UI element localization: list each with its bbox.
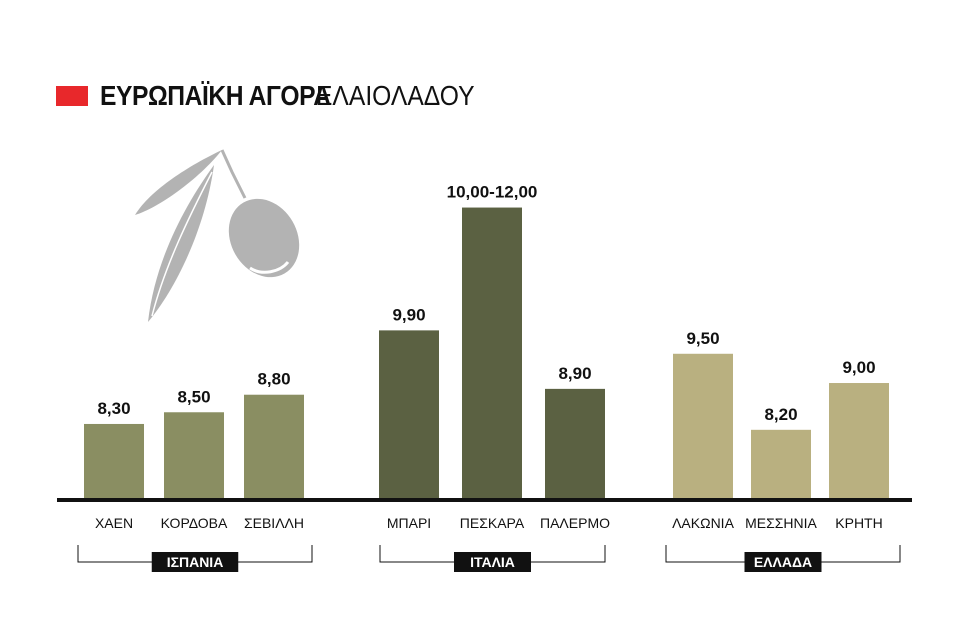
- bar: [545, 388, 605, 500]
- bar: [244, 394, 304, 500]
- olive-fruit-highlight: [249, 260, 290, 274]
- data-label: 8,20: [764, 405, 797, 424]
- title-light: ΕΛΑΙΟΛΑΔΟΥ: [316, 80, 475, 111]
- data-label: 9,00: [842, 358, 875, 377]
- category-label: ΧΑΕΝ: [95, 515, 133, 531]
- data-label: 8,80: [257, 370, 290, 389]
- category-label: ΜΠΑΡΙ: [387, 515, 431, 531]
- title-bold: ΕΥΡΩΠΑΪΚΗ ΑΓΟΡΑ: [100, 80, 331, 111]
- category-label: ΛΑΚΩΝΙΑ: [672, 515, 734, 531]
- category-label: ΚΟΡΔΟΒΑ: [161, 515, 228, 531]
- bar: [673, 353, 733, 500]
- bar: [84, 423, 144, 500]
- category-label: ΜΕΣΣΗΝΙΑ: [745, 515, 817, 531]
- chart-title: ΕΥΡΩΠΑΪΚΗ ΑΓΟΡΑ ΕΛΑΙΟΛΑΔΟΥ: [56, 80, 496, 112]
- olive-fruit: [228, 198, 300, 278]
- bar: [751, 429, 811, 500]
- olive-leaf-vein: [151, 171, 213, 317]
- olive-branch-icon: [135, 149, 300, 322]
- group-badge: [454, 552, 531, 572]
- group-badge: [744, 552, 822, 572]
- bars-layer: 8,30 8,50 8,80 9,90 10,00-12,00 8,90 9,50 8,20 9…: [84, 183, 889, 500]
- bar: [829, 383, 889, 500]
- data-label: 9,50: [686, 329, 719, 348]
- olive-branch-stem: [220, 149, 247, 199]
- group-label: ΙΣΠΑΝΙΑ: [167, 554, 224, 570]
- axis-layer: ΧΑΕΝ ΚΟΡΔΟΒΑ ΣΕΒΙΛΛΗ ΙΣΠΑΝΙΑ ΜΠΑΡΙ ΠΕΣΚΑΡΑ ΠΑΛ…: [57, 498, 912, 572]
- category-label: ΠΑΛΕΡΜΟ: [540, 515, 610, 531]
- category-label: ΣΕΒΙΛΛΗ: [244, 515, 304, 531]
- group-label: ΕΛΛΑΔΑ: [754, 554, 812, 570]
- olive-leaf-lower: [148, 165, 214, 322]
- group-label: ΙΤΑΛΙΑ: [470, 554, 515, 570]
- title-marker: [56, 86, 88, 106]
- bar: [164, 412, 224, 500]
- bar: [462, 207, 522, 500]
- group-badge: [151, 552, 239, 572]
- olive-leaf-upper: [135, 150, 222, 215]
- bar: [379, 330, 439, 500]
- data-label: 8,50: [177, 387, 210, 406]
- data-label: 10,00-12,00: [447, 183, 538, 202]
- data-label: 8,90: [558, 364, 591, 383]
- category-label: ΚΡΗΤΗ: [835, 515, 882, 531]
- data-label: 8,30: [97, 399, 130, 418]
- data-label: 9,90: [392, 305, 425, 324]
- category-label: ΠΕΣΚΑΡΑ: [460, 515, 525, 531]
